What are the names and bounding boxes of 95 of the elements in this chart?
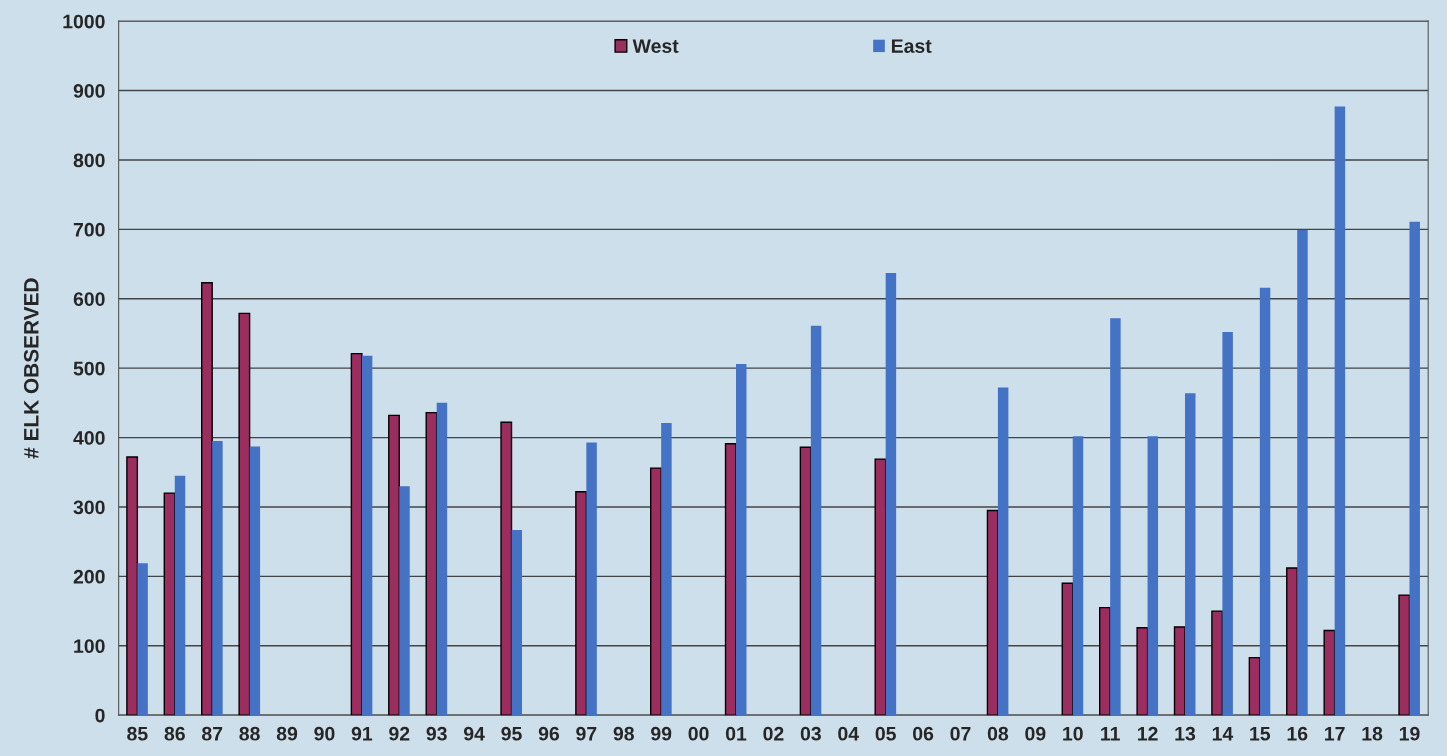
x-tick-label: 05 (875, 726, 896, 741)
x-tick-label: 04 (838, 726, 859, 741)
bar (425, 411, 438, 716)
bar (1323, 629, 1336, 716)
bar (799, 446, 812, 716)
y-tick-label: 1000 (63, 14, 105, 29)
bar (724, 443, 737, 716)
y-tick-label: 400 (73, 431, 105, 445)
bar (650, 467, 662, 716)
x-tick-label: 99 (651, 726, 672, 741)
y-tick-label: 800 (73, 153, 105, 168)
x-tick-label: 17 (1325, 727, 1345, 741)
y-tick-label: 600 (73, 292, 105, 307)
bar (810, 325, 822, 716)
bar (174, 475, 186, 716)
x-tick-label: 95 (501, 726, 522, 741)
bar (163, 492, 176, 716)
x-tick-label: 07 (950, 726, 971, 741)
bar (1334, 106, 1346, 716)
bar (1184, 393, 1196, 716)
bar (1098, 606, 1111, 716)
bar (361, 355, 373, 716)
legend-label: West (632, 39, 679, 53)
x-tick-label: 96 (538, 726, 560, 741)
bar (511, 529, 522, 716)
y-tick-label: 300 (73, 500, 105, 515)
bar (1398, 594, 1411, 716)
bar (500, 421, 513, 716)
x-tick-label: 19 (1399, 726, 1420, 741)
y-tick-label: 500 (73, 361, 105, 376)
x-tick-label: 85 (127, 726, 148, 741)
bar (1136, 627, 1149, 716)
x-tick-label: 91 (351, 726, 373, 741)
bar (1173, 626, 1186, 716)
bar (1072, 436, 1084, 716)
bar (986, 509, 999, 716)
y-tick-label: 900 (73, 84, 105, 98)
x-tick-label: 88 (239, 726, 260, 741)
bar (388, 414, 400, 716)
y-axis-title: # ELK OBSERVED (23, 278, 39, 459)
x-tick-label: 03 (800, 726, 821, 741)
x-tick-label: 86 (164, 726, 185, 741)
x-tick-label: 08 (987, 726, 1009, 741)
bar (997, 387, 1009, 716)
bar (1110, 318, 1121, 716)
bar (575, 491, 588, 716)
bar (736, 364, 747, 716)
x-tick-label: 92 (389, 726, 410, 741)
bar (399, 486, 410, 716)
bar (1259, 287, 1271, 716)
bar (661, 423, 672, 716)
bar (1147, 436, 1159, 716)
x-tick-label: 09 (1025, 726, 1046, 741)
x-tick-label: 11 (1101, 727, 1120, 741)
bar (1409, 221, 1420, 716)
bar (126, 456, 139, 716)
x-tick-label: 18 (1362, 726, 1383, 741)
bar (1297, 230, 1308, 716)
x-tick-label: 94 (463, 726, 485, 741)
x-tick-label: 13 (1175, 726, 1196, 741)
y-tick-label: 200 (73, 569, 105, 584)
x-tick-label: 15 (1250, 727, 1271, 741)
x-tick-label: 87 (202, 726, 223, 741)
x-tick-label: 93 (426, 726, 447, 741)
x-tick-label: 02 (763, 726, 784, 741)
x-tick-label: 14 (1212, 727, 1234, 741)
bar (885, 273, 897, 716)
x-tick-label: 01 (725, 726, 747, 741)
bar (249, 446, 261, 716)
bar (212, 441, 223, 716)
x-tick-label: 10 (1063, 726, 1083, 741)
bar (1222, 332, 1233, 716)
bar (1248, 656, 1261, 716)
legend-label: East (891, 39, 932, 53)
x-tick-label: 00 (688, 726, 709, 741)
x-tick-label: 12 (1137, 726, 1158, 741)
bar (436, 402, 448, 716)
y-tick-label: 100 (74, 639, 105, 654)
x-tick-label: 90 (314, 726, 335, 741)
bar (350, 352, 363, 716)
bar (238, 312, 251, 716)
bar (586, 442, 597, 716)
bar (1211, 610, 1224, 716)
x-tick-label: 98 (613, 726, 634, 741)
bar (874, 458, 887, 716)
x-tick-label: 06 (913, 726, 934, 741)
bar (137, 563, 148, 716)
y-tick-label: 0 (95, 708, 105, 723)
bar (1061, 582, 1074, 716)
x-tick-label: 89 (276, 726, 298, 741)
x-tick-label: 97 (576, 726, 597, 741)
y-tick-label: 700 (73, 222, 105, 237)
x-tick-label: 16 (1287, 726, 1308, 741)
bar (201, 282, 213, 716)
bar (1286, 567, 1298, 716)
